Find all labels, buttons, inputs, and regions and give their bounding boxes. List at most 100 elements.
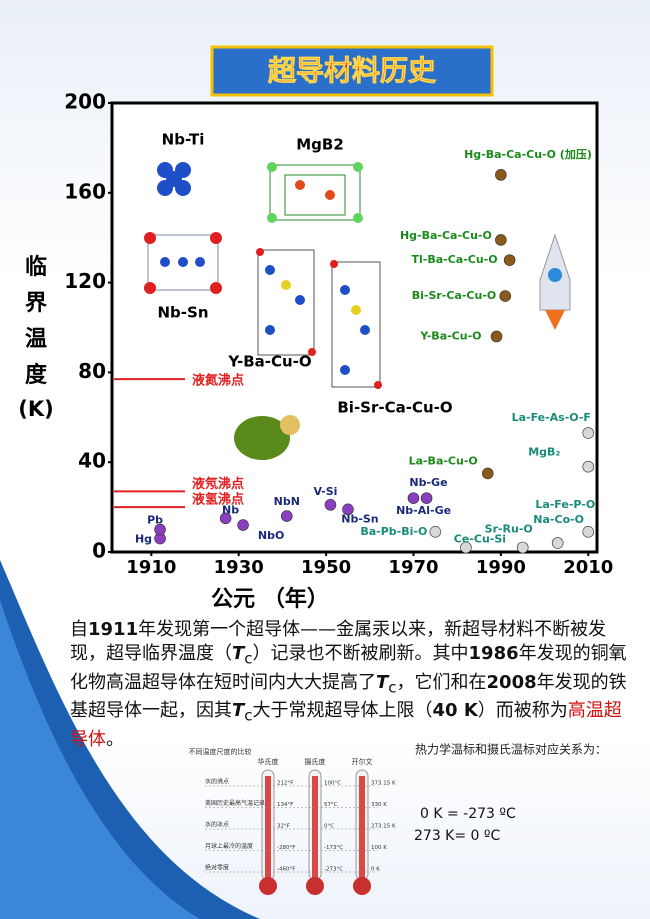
title-banner xyxy=(210,45,494,97)
thermo-row-label: 水的冰点 xyxy=(205,821,229,829)
point xyxy=(280,510,293,522)
structure-label: MgB2 xyxy=(296,136,344,154)
reference-label: 液氮沸点 xyxy=(192,373,244,389)
thermo-bulb xyxy=(306,877,324,895)
structure-label: Bi-Sr-Ca-Cu-O xyxy=(337,399,452,417)
x-tick-label: 1910 xyxy=(126,557,176,578)
point xyxy=(495,169,507,181)
thermo-row-label: 月球上最冷的温度 xyxy=(205,842,253,850)
text: ，它们和在 xyxy=(396,671,487,693)
thermo-mercury xyxy=(312,776,318,880)
point-label: Y-Ba-Cu-O xyxy=(419,329,481,342)
point-label: Bi-Sr-Ca-Cu-O xyxy=(412,289,497,302)
thermo-value: -280°F xyxy=(277,845,295,851)
x-tick-label: 1970 xyxy=(388,557,438,578)
thermo-value: -273°C xyxy=(324,867,343,873)
point xyxy=(582,427,595,439)
text: c xyxy=(388,678,397,697)
thermo-value: -173°C xyxy=(324,845,343,851)
decor-structures xyxy=(144,162,571,460)
point xyxy=(460,541,472,554)
point-label: Ba-Pb-Bi-O xyxy=(360,525,427,538)
thermo-value: 100 K xyxy=(371,845,387,851)
decor-swoosh xyxy=(0,600,200,919)
text: 年发现的铜氧化物高温超导体在短时间内大大提高了 xyxy=(70,643,627,693)
point xyxy=(582,460,595,473)
x-tick-label: 2010 xyxy=(563,557,613,578)
x-axis-label: 公元 （年） xyxy=(211,586,329,612)
point-label: Hg-Ba-Ca-Cu-O (加压) xyxy=(464,147,592,161)
structure-label: Nb-Sn xyxy=(158,304,209,322)
y-tick-label: 200 xyxy=(64,90,106,114)
y-tick-label: 120 xyxy=(64,269,106,293)
point xyxy=(490,330,503,343)
reference-label: 液氖沸点 xyxy=(192,476,244,492)
text: c xyxy=(244,649,253,668)
text: T xyxy=(232,643,245,664)
chart-title: 超导材料历史 xyxy=(268,54,436,87)
thermo-value: 100°C xyxy=(324,781,341,787)
thermo-mercury xyxy=(359,776,365,880)
y-axis-unit: (K) xyxy=(18,397,53,421)
text: 40 K xyxy=(432,700,478,722)
point xyxy=(429,525,442,538)
thermo-value: 330 K xyxy=(371,802,387,808)
plot-frame xyxy=(110,101,599,554)
text: 1986 xyxy=(468,643,519,664)
point-label: Nb xyxy=(222,503,239,516)
relation-line: 0 K = -273 ºC xyxy=(420,806,516,822)
text: 年发现的铁基超导体一起，因其 xyxy=(70,671,627,722)
thermo-value: 273.15 K xyxy=(371,824,396,830)
point-label: Ce-Cu-Si xyxy=(454,533,506,546)
thermo-value: 373.15 K xyxy=(371,781,396,787)
paragraph: 自1911年发现第一个超导体——金属汞以来，新超导材料不断被发现，超导临界温度（… xyxy=(70,618,630,752)
x-tick-label: 1990 xyxy=(476,557,526,578)
point xyxy=(407,492,420,504)
y-tick-label: 0 xyxy=(92,539,106,563)
thermo-scale: 摄氏度 xyxy=(305,757,326,766)
point-label: Nb-Ge xyxy=(409,476,447,489)
text: 1911 xyxy=(88,619,139,640)
point xyxy=(582,525,595,538)
thermo-row-label: 绝对零度 xyxy=(205,864,229,872)
y-tick-label: 160 xyxy=(64,179,106,203)
thermo-scale: 开尔文 xyxy=(352,757,373,766)
thermo-value: 32°F xyxy=(277,824,290,830)
thermo-value: 134°F xyxy=(277,802,293,808)
text: 年发现第一个超导体——金属汞以来，新超导材料不断被发现，超导临界温度（ xyxy=(70,619,607,664)
structure-label: Nb-Ti xyxy=(162,131,205,149)
point xyxy=(516,541,529,554)
text: ）记录也不断被刷新。其中 xyxy=(252,643,469,664)
point xyxy=(495,234,507,246)
thermo-value: 0°C xyxy=(324,824,334,830)
point xyxy=(154,523,166,536)
thermo-scale: 华氏度 xyxy=(258,757,279,766)
point xyxy=(481,467,494,480)
point-label: Pb xyxy=(147,514,163,527)
y-axis-label: 临界温度 xyxy=(25,254,48,388)
thermo-bulb xyxy=(353,877,371,895)
x-tick-label: 1930 xyxy=(214,557,264,578)
text: 高温超导体 xyxy=(70,700,622,750)
text: ）而被称为 xyxy=(477,700,568,722)
point xyxy=(420,492,433,504)
text: 2008 xyxy=(486,671,537,693)
thermo-row-label: 水的沸点 xyxy=(205,778,229,786)
point-label: V-Si xyxy=(313,485,337,498)
point-label: La-Fe-P-O xyxy=(535,498,595,511)
y-axis-label-text: 临界温度 xyxy=(25,254,48,388)
point-label: Tl-Ba-Ca-Cu-O xyxy=(412,253,498,266)
structure-label: Y-Ba-Cu-O xyxy=(227,353,311,371)
relation-line: 273 K= 0 ºC xyxy=(414,828,500,844)
point-label: Nb-Al-Ge xyxy=(396,504,451,517)
point-label: La-Fe-As-O-F xyxy=(512,411,591,424)
point-label: NbN xyxy=(274,495,300,508)
text: 自 xyxy=(70,619,88,640)
thermo-mercury xyxy=(265,776,271,880)
point-label: Sr-Ru-O xyxy=(485,523,533,536)
point xyxy=(342,503,354,516)
thermo-value: -460°F xyxy=(277,867,295,873)
reference-label: 液氢沸点 xyxy=(192,492,244,508)
point-label: Hg-Ba-Ca-Cu-O xyxy=(400,229,492,242)
